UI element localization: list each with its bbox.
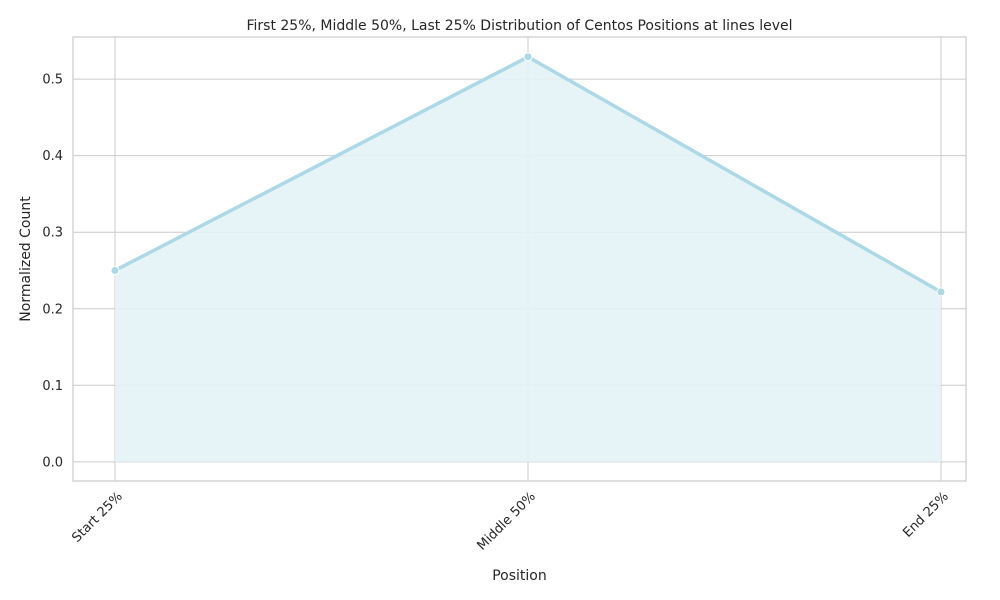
data-points [110, 52, 946, 297]
x-axis-ticks: Start 25% Middle 50% End 25% [69, 489, 951, 553]
chart-title: First 25%, Middle 50%, Last 25% Distribu… [246, 18, 792, 34]
y-tick-label: 0.4 [42, 149, 63, 164]
y-tick-label: 0.1 [42, 379, 63, 394]
x-axis-label: Position [492, 568, 547, 584]
y-axis-label: Normalized Count [18, 196, 34, 322]
y-axis-ticks: 0.0 0.1 0.2 0.3 0.4 0.5 [42, 73, 63, 471]
x-tick-label: Start 25% [69, 489, 125, 545]
data-point-2 [523, 52, 533, 62]
x-tick-label: Middle 50% [475, 489, 539, 553]
y-tick-label: 0.3 [42, 226, 63, 241]
x-tick-label: End 25% [900, 489, 951, 540]
plot-frame [72, 36, 967, 482]
y-tick-label: 0.2 [42, 302, 63, 317]
y-tick-label: 0.5 [42, 73, 63, 88]
data-point-1 [110, 265, 120, 275]
y-tick-label: 0.0 [42, 455, 63, 470]
data-point-3 [936, 287, 946, 297]
series-area [115, 56, 941, 462]
